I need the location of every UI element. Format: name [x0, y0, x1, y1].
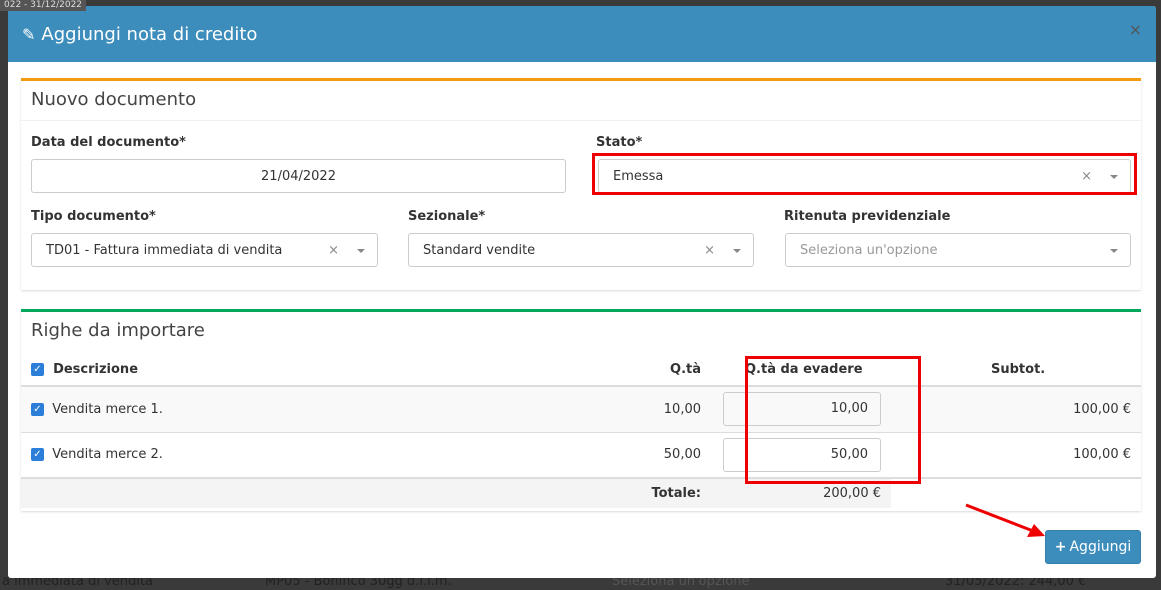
col-qta: Q.tà — [581, 354, 711, 387]
data-label: Data del documento* — [31, 135, 186, 150]
col-descrizione: Descrizione — [53, 362, 139, 377]
data-documento-input[interactable]: 21/04/2022 — [31, 159, 566, 193]
row-qta: 50,00 — [581, 432, 711, 479]
row-descrizione: Vendita merce 1. — [52, 401, 163, 417]
chevron-down-icon — [357, 249, 365, 253]
clear-icon[interactable]: × — [704, 242, 715, 258]
select-value: Emessa — [613, 168, 664, 184]
chevron-down-icon — [1110, 175, 1118, 179]
input-value: 21/04/2022 — [261, 168, 336, 184]
totale-value: 200,00 € — [823, 486, 881, 501]
righe-box: Righe da importare ✓ Descrizione Q.tà Q.… — [21, 309, 1141, 511]
select-all-checkbox[interactable]: ✓ — [31, 363, 44, 376]
col-subtot: Subtot. — [891, 354, 1141, 387]
modal-dialog: ✎ Aggiungi nota di credito × Nuovo docum… — [8, 6, 1156, 578]
row-qta: 10,00 — [581, 386, 711, 433]
clear-icon[interactable]: × — [328, 242, 339, 258]
ritenuta-select[interactable]: Seleziona un'opzione — [785, 233, 1131, 267]
table-header: ✓ Descrizione Q.tà Q.tà da evadere Subto… — [21, 354, 1141, 387]
row-subtot: 100,00 € — [891, 386, 1141, 433]
tipo-documento-select[interactable]: TD01 - Fattura immediata di vendita × — [31, 233, 378, 267]
row-subtot: 100,00 € — [891, 432, 1141, 479]
table-row: ✓ Vendita merce 1. 10,00 10,00 100,00 € — [21, 386, 1141, 433]
righe-table: ✓ Descrizione Q.tà Q.tà da evadere Subto… — [21, 354, 1141, 508]
plus-icon: + — [1054, 539, 1067, 555]
row-checkbox[interactable]: ✓ — [31, 402, 44, 416]
modal-header: ✎ Aggiungi nota di credito — [8, 6, 1156, 62]
chevron-down-icon — [1110, 249, 1118, 253]
nuovo-documento-box: Nuovo documento Data del documento* 21/0… — [21, 78, 1141, 290]
close-button[interactable]: × — [1128, 20, 1142, 39]
pencil-icon: ✎ — [22, 24, 36, 44]
box-title: Nuovo documento — [21, 81, 1141, 121]
totale-label: Totale: — [651, 486, 701, 501]
button-label: Aggiungi — [1069, 539, 1132, 555]
sezionale-label: Sezionale* — [408, 209, 486, 224]
ritenuta-label: Ritenuta previdenziale — [784, 209, 951, 224]
background-date-range: 022 - 31/12/2022 — [0, 0, 87, 11]
tipo-label: Tipo documento* — [31, 209, 156, 224]
arrow-annotation — [965, 503, 1045, 537]
chevron-down-icon — [733, 249, 741, 253]
clear-icon[interactable]: × — [1081, 168, 1092, 184]
row-descrizione: Vendita merce 2. — [52, 447, 163, 463]
stato-select[interactable]: Emessa × — [598, 159, 1131, 193]
box-title: Righe da importare — [31, 320, 205, 341]
table-row: ✓ Vendita merce 2. 50,00 50,00 100,00 € — [21, 432, 1141, 479]
row-checkbox[interactable]: ✓ — [31, 448, 44, 462]
select-placeholder: Seleziona un'opzione — [800, 242, 938, 258]
select-value: TD01 - Fattura immediata di vendita — [46, 242, 283, 258]
totals-row: Totale: 200,00 € — [21, 478, 1141, 508]
qta-evadere-input[interactable]: 10,00 — [723, 392, 881, 427]
aggiungi-button[interactable]: + Aggiungi — [1045, 530, 1141, 564]
qta-evadere-input[interactable]: 50,00 — [723, 437, 881, 472]
col-evadere: Q.tà da evadere — [711, 354, 891, 387]
modal-title: Aggiungi nota di credito — [41, 23, 258, 45]
stato-label: Stato* — [596, 135, 643, 150]
highlight-box — [592, 153, 1137, 195]
select-value: Standard vendite — [423, 242, 536, 258]
highlight-box — [745, 356, 921, 484]
sezionale-select[interactable]: Standard vendite × — [408, 233, 754, 267]
